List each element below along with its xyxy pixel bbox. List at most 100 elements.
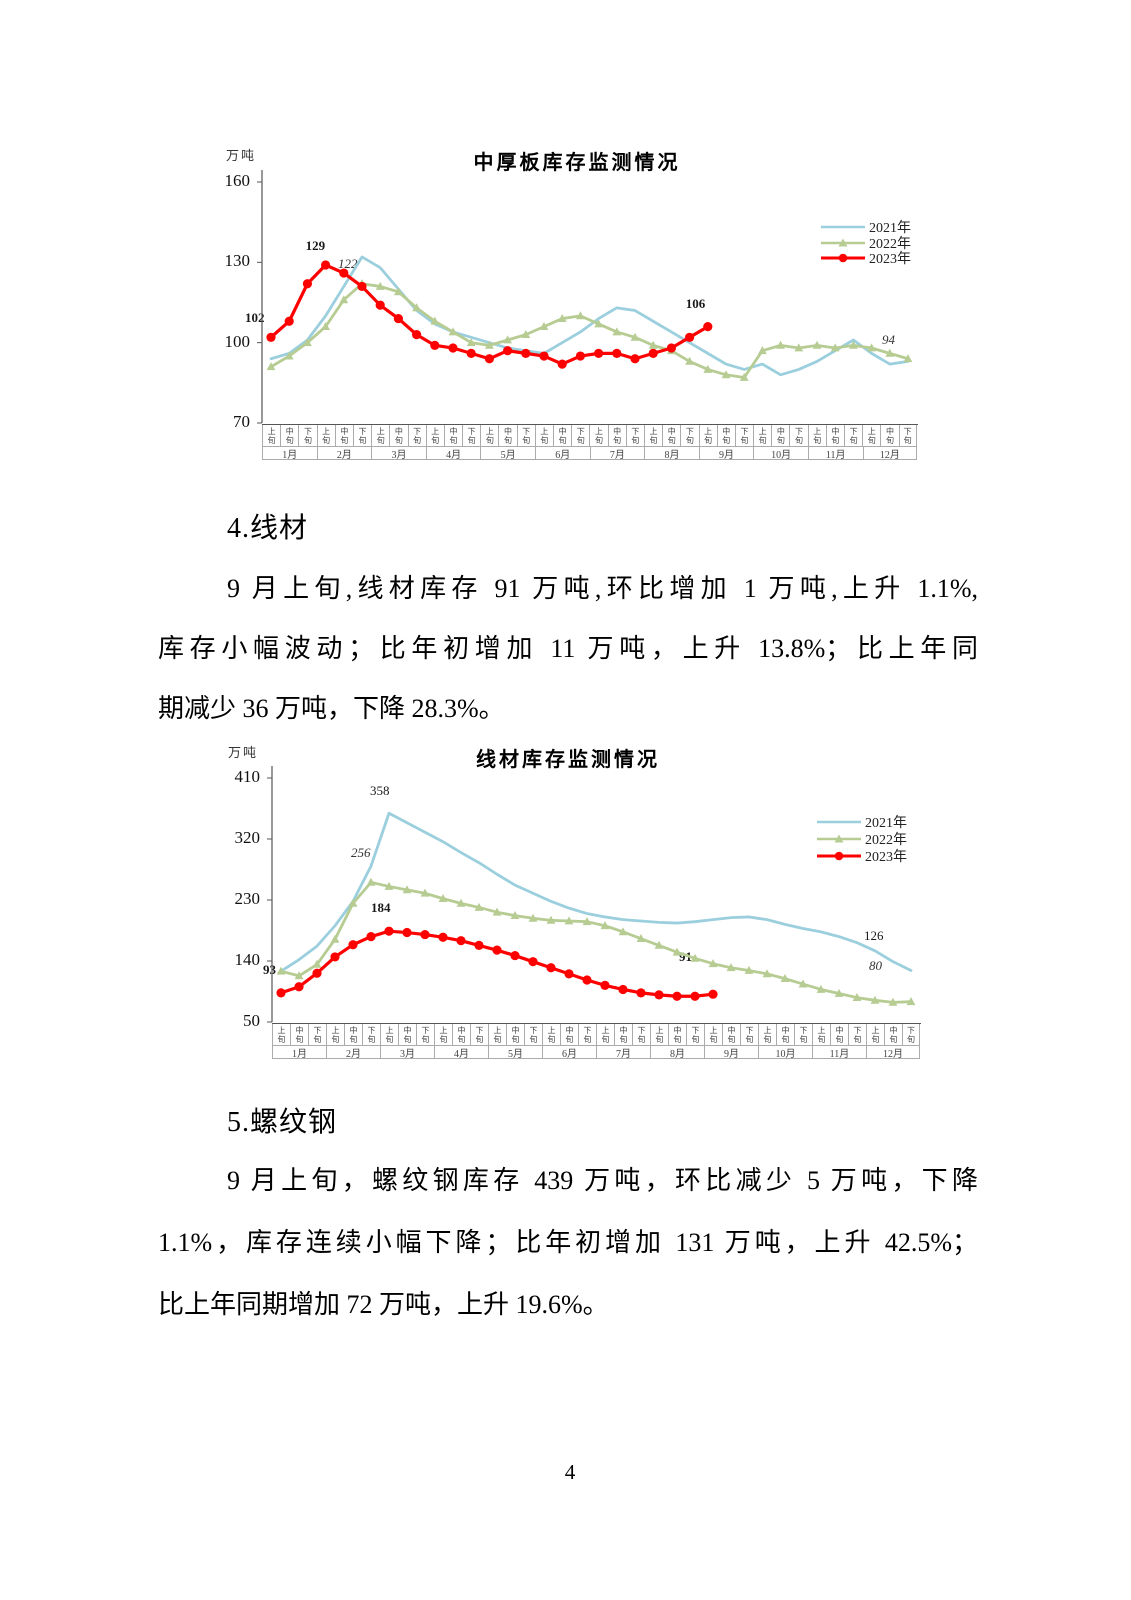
x-month-cell: 1月 [272, 1046, 326, 1060]
x-period-cell: 上旬 [753, 425, 772, 447]
data-label: 184 [371, 900, 391, 916]
x-period-cell: 上旬 [272, 1024, 290, 1046]
x-month-cell: 5月 [480, 447, 535, 461]
x-month-cell: 6月 [534, 447, 590, 461]
chart-title: 线材库存监测情况 [476, 749, 660, 771]
legend-item-2023年: 2023年 [816, 848, 907, 865]
paragraph-line: 1.1%，库存连续小幅下降；比年初增加 131 万吨，上升 42.5%； [158, 1228, 978, 1257]
x-axis-period-row: 上旬中旬下旬上旬中旬下旬上旬中旬下旬上旬中旬下旬上旬中旬下旬上旬中旬下旬上旬中旬… [262, 425, 918, 447]
chart-title: 中厚板库存监测情况 [473, 152, 681, 174]
data-label: 358 [370, 783, 390, 799]
x-month-cell: 4月 [434, 1046, 488, 1060]
x-period-cell: 中旬 [553, 425, 572, 447]
page-number: 4 [564, 1460, 576, 1484]
paragraph-line: 期减少 36 万吨，下降 28.3%。 [158, 694, 505, 723]
x-month-cell: 12月 [862, 447, 918, 461]
x-axis-month-row: 1月 2月 3月 4月 5月 6月 7月 8月 9月 10月 11月 12月 [272, 1046, 921, 1060]
x-period-cell: 下旬 [680, 425, 699, 447]
x-period-cell: 中旬 [506, 1024, 524, 1046]
legend-marker-triangle [821, 238, 865, 247]
x-period-cell: 下旬 [362, 1024, 380, 1046]
section-heading-rebar: 5.螺纹钢 [227, 1107, 338, 1138]
legend-item-2022年: 2022年 [820, 235, 911, 252]
y-tick-label: 230 [234, 889, 261, 908]
x-month-cell: 9月 [704, 1046, 758, 1060]
x-month-cell: 1月 [262, 447, 317, 461]
y-tick-label: 410 [234, 767, 261, 786]
x-period-cell: 上旬 [371, 425, 390, 447]
x-period-cell: 中旬 [498, 425, 517, 447]
x-period-cell: 上旬 [866, 1024, 884, 1046]
y-tick-label: 50 [243, 1011, 260, 1030]
x-period-cell: 中旬 [443, 425, 463, 447]
x-period-cell: 中旬 [389, 425, 408, 447]
x-month-cell: 2月 [316, 447, 372, 461]
legend-item-2021年: 2021年 [816, 814, 907, 831]
x-period-cell: 中旬 [452, 1024, 470, 1046]
x-period-cell: 下旬 [571, 425, 590, 447]
x-period-cell: 下旬 [625, 425, 644, 447]
legend-marker-triangle [817, 834, 861, 843]
legend-item-2021年: 2021年 [820, 219, 911, 236]
x-month-cell: 2月 [326, 1046, 380, 1060]
data-label: 129 [305, 238, 326, 253]
x-axis: 上旬中旬下旬上旬中旬下旬上旬中旬下旬上旬中旬下旬上旬中旬下旬上旬中旬下旬上旬中旬… [272, 1023, 921, 1060]
x-period-cell: 下旬 [578, 1024, 596, 1046]
data-label: 93 [263, 961, 276, 977]
x-month-cell: 7月 [596, 1046, 650, 1060]
y-tick-label: 160 [224, 171, 251, 190]
legend-marker-none [821, 225, 865, 229]
x-period-cell: 上旬 [589, 425, 608, 447]
x-period-cell: 上旬 [480, 425, 499, 447]
y-tick-label: 140 [234, 950, 261, 969]
x-period-cell: 下旬 [844, 425, 863, 447]
x-period-cell: 下旬 [632, 1024, 650, 1046]
x-period-cell: 中旬 [560, 1024, 578, 1046]
x-axis-month-row: 1月 2月 3月 4月 5月 6月 7月 8月 9月 10月 11月 12月 [262, 447, 918, 461]
paragraph-line: 比上年同期增加 72 万吨，上升 19.6%。 [158, 1290, 609, 1319]
x-period-cell: 下旬 [352, 425, 372, 447]
x-axis: 上旬中旬下旬上旬中旬下旬上旬中旬下旬上旬中旬下旬上旬中旬下旬上旬中旬下旬上旬中旬… [262, 424, 919, 461]
x-month-cell: 7月 [589, 447, 645, 461]
x-period-cell: 下旬 [789, 425, 808, 447]
x-month-cell: 8月 [650, 1046, 704, 1060]
y-tick-label: 70 [233, 412, 250, 431]
x-period-cell: 下旬 [298, 425, 317, 447]
x-period-cell: 中旬 [398, 1024, 416, 1046]
x-axis-period-row: 上旬中旬下旬上旬中旬下旬上旬中旬下旬上旬中旬下旬上旬中旬下旬上旬中旬下旬上旬中旬… [272, 1024, 921, 1046]
x-period-cell: 下旬 [848, 1024, 866, 1046]
x-period-cell: 中旬 [668, 1024, 686, 1046]
x-period-cell: 上旬 [380, 1024, 398, 1046]
x-period-cell: 下旬 [462, 425, 481, 447]
x-period-cell: 下旬 [416, 1024, 434, 1046]
y-tick-label: 130 [224, 251, 251, 271]
x-month-cell: 3月 [380, 1046, 434, 1060]
x-period-cell: 下旬 [407, 425, 426, 447]
x-month-cell: 11月 [812, 1046, 866, 1060]
x-period-cell: 上旬 [643, 425, 663, 447]
legend-label: 2022年 [869, 236, 911, 252]
x-period-cell: 中旬 [614, 1024, 632, 1046]
x-period-cell: 下旬 [902, 1024, 920, 1046]
y-tick-label: 100 [224, 331, 251, 351]
x-period-cell: 上旬 [807, 425, 826, 447]
chart-unit-label: 万吨 [228, 745, 259, 760]
x-period-cell: 中旬 [344, 1024, 362, 1046]
x-period-cell: 上旬 [758, 1024, 776, 1046]
x-month-cell: 10月 [753, 447, 808, 461]
x-period-cell: 下旬 [734, 425, 754, 447]
x-period-cell: 中旬 [825, 425, 844, 447]
x-period-cell: 上旬 [316, 425, 335, 447]
x-period-cell: 上旬 [488, 1024, 506, 1046]
x-period-cell: 上旬 [434, 1024, 452, 1046]
x-period-cell: 中旬 [722, 1024, 740, 1046]
x-period-cell: 中旬 [290, 1024, 308, 1046]
paragraph-line: 9 月上旬，螺纹钢库存 439 万吨，环比减少 5 万吨，下降 [227, 1166, 978, 1195]
legend-marker-circle [817, 851, 861, 861]
x-period-cell: 中旬 [716, 425, 735, 447]
x-period-cell: 上旬 [862, 425, 881, 447]
x-period-cell: 上旬 [262, 425, 281, 447]
x-month-cell: 5月 [488, 1046, 542, 1060]
legend-item-2022年: 2022年 [816, 831, 907, 848]
